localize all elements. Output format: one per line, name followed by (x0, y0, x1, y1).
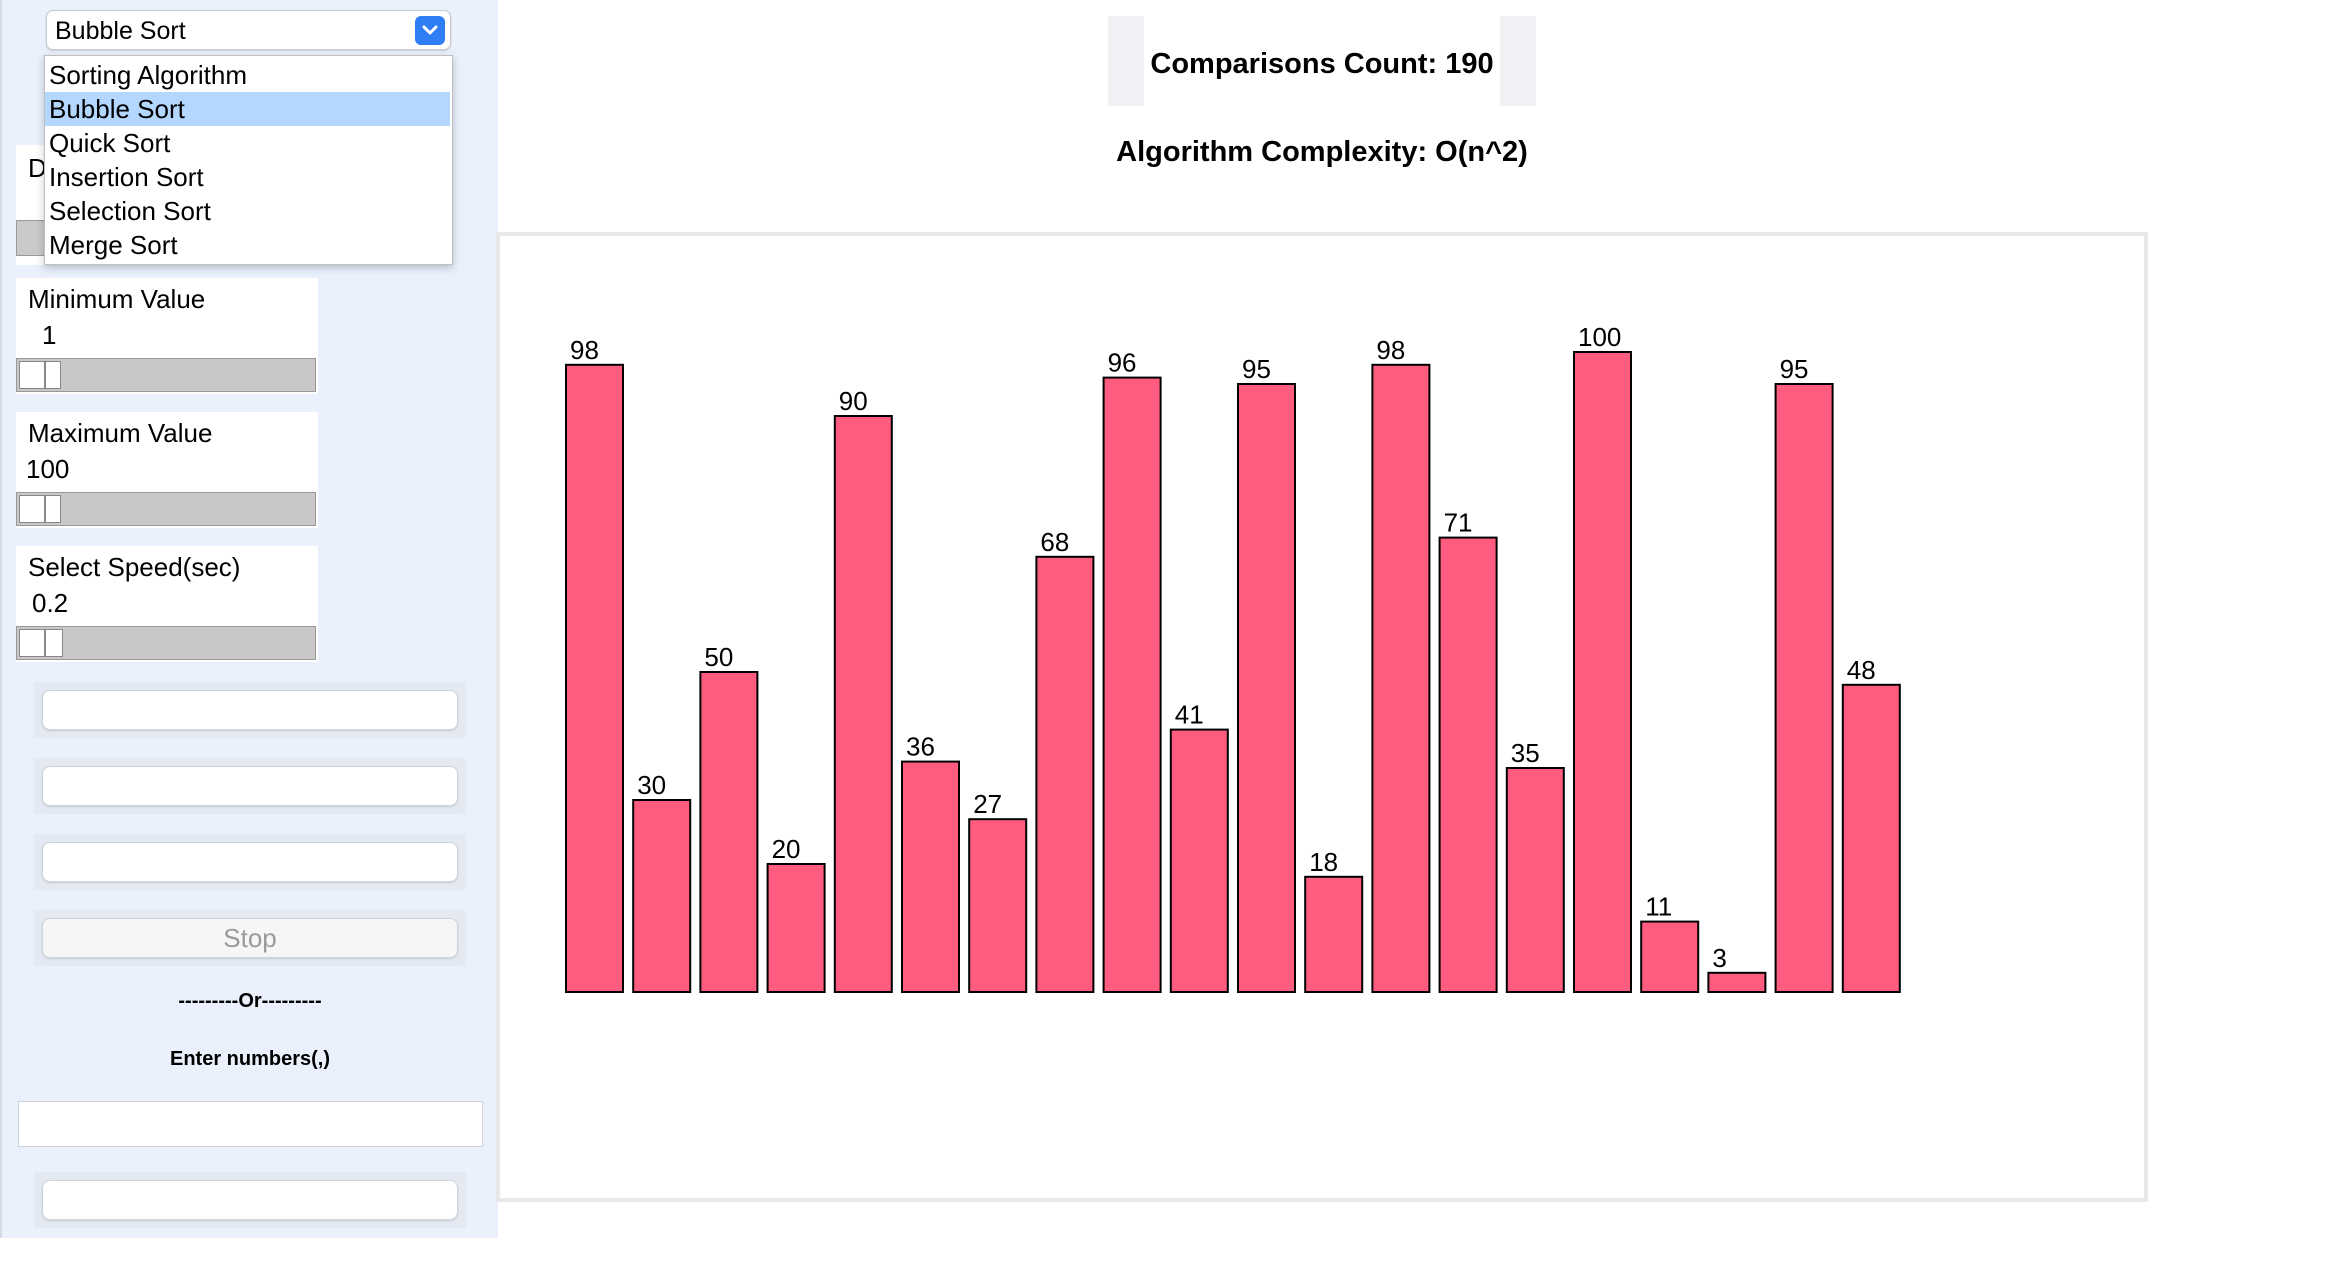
bar-8 (1102, 376, 1162, 994)
comparisons-count: Comparisons Count: 190 (1144, 16, 1500, 106)
bar-19 (1841, 683, 1901, 993)
bar-label-19: 48 (1847, 655, 1876, 685)
min-value-slider[interactable] (16, 358, 316, 392)
bar-label-5: 36 (906, 732, 935, 762)
bar-6 (968, 818, 1028, 994)
bar-16 (1640, 920, 1700, 993)
speed-slider[interactable] (16, 626, 316, 660)
bar-9 (1169, 728, 1229, 993)
bar-label-3: 20 (772, 834, 801, 864)
speed-readout: 0.2 (32, 588, 69, 618)
bar-label-6: 27 (973, 789, 1002, 819)
bar-label-9: 41 (1175, 700, 1204, 730)
speed-slider-handle[interactable] (45, 629, 63, 657)
button-row-stop: Stop (34, 910, 466, 966)
bar-label-16: 11 (1645, 892, 1672, 922)
bar-label-14: 35 (1511, 738, 1540, 768)
button-row-submit (34, 1172, 466, 1228)
enter-numbers-label: Enter numbers(,) (169, 1048, 331, 1070)
bar-1 (632, 799, 692, 993)
option-sorting-algorithm[interactable]: Sorting Algorithm (49, 60, 247, 90)
bar-label-11: 18 (1309, 847, 1338, 877)
max-value-slider-thumb[interactable] (19, 495, 45, 523)
option-selection-sort[interactable]: Selection Sort (49, 196, 211, 226)
bar-3 (766, 863, 826, 993)
bar-label-13: 71 (1444, 508, 1473, 538)
speed-slider-thumb[interactable] (19, 629, 45, 657)
bar-14 (1505, 767, 1565, 993)
option-insertion-sort[interactable]: Insertion Sort (49, 162, 204, 192)
algorithm-select-value: Bubble Sort (55, 17, 186, 45)
max-value-slider-handle[interactable] (45, 495, 61, 523)
submit-numbers-button[interactable] (42, 1180, 458, 1220)
action-button-1[interactable] (42, 690, 458, 730)
stop-button[interactable]: Stop (42, 918, 458, 958)
algorithm-dropdown-list: Sorting Algorithm Bubble Sort Quick Sort… (44, 55, 453, 265)
option-bubble-sort[interactable]: Bubble Sort (45, 92, 450, 126)
bar-label-0: 98 (570, 335, 599, 365)
action-button-3[interactable] (42, 842, 458, 882)
bar-chart: 98 30 50 20 90 36 27 68 96 41 95 18 98 71 35 100 11 3 95 48 (565, 322, 1901, 994)
max-value-label: Maximum Value (28, 418, 213, 448)
bar-label-7: 68 (1040, 527, 1069, 557)
speed-label: Select Speed(sec) (28, 552, 241, 582)
hidden-panel-label: D (28, 153, 47, 183)
min-value-slider-thumb[interactable] (19, 361, 45, 389)
bar-10 (1237, 383, 1296, 993)
bar-4 (833, 415, 893, 993)
max-value-panel: Maximum Value 100 (16, 412, 318, 528)
or-divider: ---------Or--------- (178, 990, 322, 1012)
bar-label-17: 3 (1712, 943, 1726, 973)
bar-2 (699, 671, 759, 993)
bar-label-18: 95 (1780, 354, 1809, 384)
bar-label-10: 95 (1242, 354, 1271, 384)
bar-label-1: 30 (637, 770, 666, 800)
min-value-panel: Minimum Value 1 (16, 278, 318, 394)
bar-label-4: 90 (839, 386, 868, 416)
bar-0 (565, 363, 624, 994)
chevron-down-icon[interactable] (415, 16, 445, 45)
bar-12 (1371, 363, 1431, 994)
max-value-slider[interactable] (16, 492, 316, 526)
option-merge-sort[interactable]: Merge Sort (49, 230, 178, 260)
algorithm-complexity: Algorithm Complexity: O(n^2) (1116, 136, 1528, 168)
button-row-1 (34, 682, 466, 738)
numbers-input[interactable] (18, 1101, 483, 1147)
algorithm-select[interactable]: Bubble Sort (46, 10, 451, 50)
speed-panel: Select Speed(sec) 0.2 (16, 546, 318, 662)
bar-18 (1774, 383, 1834, 993)
bar-17 (1707, 971, 1767, 993)
bar-label-8: 96 (1108, 348, 1137, 378)
bar-label-15: 100 (1578, 322, 1621, 352)
bar-5 (901, 760, 960, 993)
bar-13 (1438, 536, 1498, 993)
bar-label-12: 98 (1376, 335, 1405, 365)
comparisons-box: Comparisons Count: 190 (1108, 16, 1536, 106)
min-value-readout: 1 (42, 320, 57, 350)
min-value-label: Minimum Value (28, 284, 206, 314)
button-row-2 (34, 758, 466, 814)
button-row-3 (34, 834, 466, 890)
bar-7 (1035, 555, 1095, 993)
max-value-readout: 100 (26, 454, 70, 484)
min-value-slider-handle[interactable] (45, 361, 61, 389)
bar-11 (1304, 875, 1364, 993)
action-button-2[interactable] (42, 766, 458, 806)
option-quick-sort[interactable]: Quick Sort (49, 128, 171, 158)
sidebar: D Bubble Sort Sorting Algorithm Bubble S… (0, 0, 498, 1238)
bar-15 (1573, 351, 1632, 993)
bar-label-2: 50 (704, 642, 733, 672)
